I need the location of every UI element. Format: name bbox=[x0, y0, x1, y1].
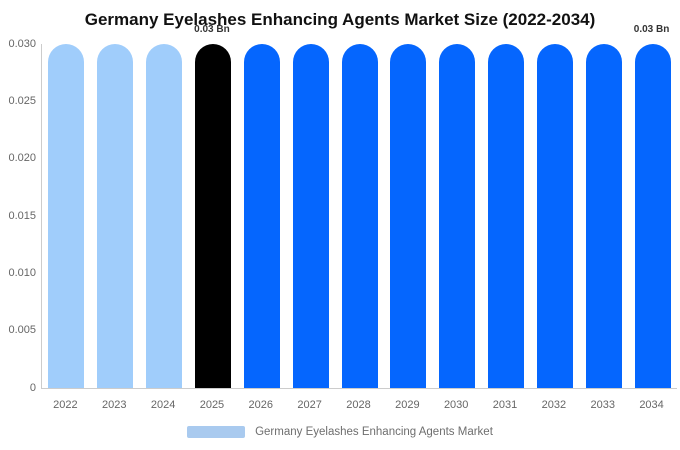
bar-2023[interactable] bbox=[97, 44, 134, 388]
bar-2030[interactable] bbox=[439, 44, 476, 388]
bar-2033[interactable] bbox=[585, 44, 622, 388]
legend-label: Germany Eyelashes Enhancing Agents Marke… bbox=[255, 426, 493, 438]
bar-2032[interactable] bbox=[536, 44, 573, 388]
bar-2024[interactable] bbox=[146, 44, 183, 388]
x-axis-tick-label: 2026 bbox=[248, 399, 274, 411]
y-axis-tick-label: 0 bbox=[29, 381, 36, 394]
y-axis-tick-label: 0.005 bbox=[8, 324, 36, 337]
x-axis-tick-label: 2029 bbox=[395, 399, 420, 411]
bar-2034[interactable] bbox=[634, 44, 671, 388]
y-axis-tick-label: 0.030 bbox=[8, 37, 36, 50]
x-axis-tick-label: 2027 bbox=[297, 399, 322, 411]
x-axis-tick-label: 2024 bbox=[150, 399, 176, 411]
bar-2028[interactable] bbox=[341, 44, 378, 388]
x-axis-tick-label: 2022 bbox=[53, 399, 78, 411]
y-axis-tick-label: 0.015 bbox=[8, 209, 36, 222]
y-axis-tick-label: 0.010 bbox=[8, 266, 36, 279]
bar-2025[interactable] bbox=[194, 44, 231, 388]
bar-2031[interactable] bbox=[488, 44, 525, 388]
x-axis-tick-label: 2032 bbox=[541, 399, 567, 411]
x-axis-tick-label: 2034 bbox=[639, 399, 664, 411]
legend[interactable]: Germany Eyelashes Enhancing Agents Marke… bbox=[0, 426, 680, 438]
x-axis-tick-label: 2030 bbox=[443, 399, 469, 411]
x-axis-tick-label: 2025 bbox=[199, 399, 225, 411]
bar-value-label-2025: 0.03 Bn bbox=[194, 24, 230, 35]
x-axis-tick-label: 2031 bbox=[492, 399, 518, 411]
bar-2022[interactable] bbox=[48, 44, 85, 388]
chart-title: Germany Eyelashes Enhancing Agents Marke… bbox=[84, 10, 596, 29]
bar-2027[interactable] bbox=[292, 44, 329, 388]
x-axis-tick-label: 2023 bbox=[102, 399, 127, 411]
bar-value-label-2034: 0.03 Bn bbox=[633, 24, 670, 35]
legend-swatch bbox=[187, 426, 246, 438]
y-axis-tick-label: 0.020 bbox=[8, 152, 36, 165]
y-axis-tick-label: 0.025 bbox=[8, 94, 36, 107]
x-axis-tick-label: 2033 bbox=[590, 399, 615, 411]
bar-2026[interactable] bbox=[243, 44, 280, 388]
bar-2029[interactable] bbox=[390, 44, 427, 388]
plot-area bbox=[41, 44, 677, 389]
x-axis-tick-label: 2028 bbox=[346, 399, 371, 411]
